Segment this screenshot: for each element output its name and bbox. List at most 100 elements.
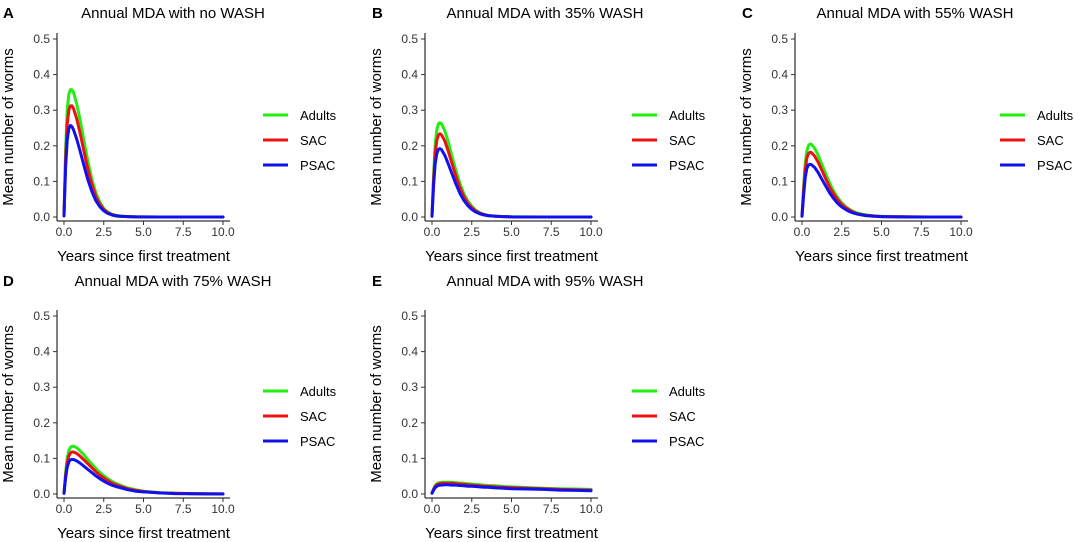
legend-label-psac: PSAC xyxy=(1037,158,1072,173)
y-tick-label: 0.0 xyxy=(33,210,50,224)
x-tick-label: 10.0 xyxy=(579,502,603,516)
panel-label: E xyxy=(372,273,382,290)
y-tick-label: 0.1 xyxy=(33,174,50,188)
y-tick-label: 0.0 xyxy=(771,210,788,224)
x-tick-label: 10.0 xyxy=(211,502,235,516)
panel-label: D xyxy=(3,273,14,290)
y-tick-label: 0.3 xyxy=(401,380,418,394)
panel-label: A xyxy=(3,5,14,22)
x-tick-label: 10.0 xyxy=(579,225,603,239)
y-axis-title: Mean number of worms xyxy=(738,48,755,206)
x-tick-label: 10.0 xyxy=(949,225,973,239)
x-tick-label: 7.5 xyxy=(543,502,560,516)
y-tick-label: 0.4 xyxy=(401,68,418,82)
legend-label-adults: Adults xyxy=(300,108,337,123)
x-tick-label: 5.0 xyxy=(135,502,152,516)
y-tick-label: 0.5 xyxy=(401,309,418,323)
y-tick-label: 0.5 xyxy=(33,309,50,323)
chart-title: Annual MDA with no WASH xyxy=(81,5,265,22)
x-tick-label: 2.5 xyxy=(95,225,112,239)
y-tick-label: 0.2 xyxy=(771,139,788,153)
series-line-psac xyxy=(430,147,593,219)
series-line-psac xyxy=(62,124,225,219)
legend-label-psac: PSAC xyxy=(669,158,704,173)
y-axis-title: Mean number of worms xyxy=(0,325,17,483)
y-tick-label: 0.3 xyxy=(33,103,50,117)
y-tick-label: 0.4 xyxy=(401,345,418,359)
x-tick-label: 5.0 xyxy=(135,225,152,239)
panel-e: E Annual MDA with 95% WASH 0.0 0.1 0.2 0.3 0.4… xyxy=(368,273,706,542)
y-axis-title: Mean number of worms xyxy=(368,48,385,206)
series-line-psac xyxy=(800,162,963,219)
x-tick-label: 5.0 xyxy=(503,502,520,516)
legend-label-psac: PSAC xyxy=(300,158,335,173)
chart-title: Annual MDA with 95% WASH xyxy=(446,273,643,290)
y-tick-label: 0.5 xyxy=(33,32,50,46)
legend-label-psac: PSAC xyxy=(300,434,335,449)
y-axis-title: Mean number of worms xyxy=(368,325,385,483)
x-axis-title: Years since first treatment xyxy=(425,525,599,542)
legend-label-psac: PSAC xyxy=(669,434,704,449)
panel-b: B Annual MDA with 35% WASH 0.0 0.1 0.2 0.3 0.4… xyxy=(368,5,706,265)
x-axis-title: Years since first treatment xyxy=(57,525,231,542)
y-tick-label: 0.3 xyxy=(771,103,788,117)
y-tick-label: 0.4 xyxy=(33,345,50,359)
y-tick-label: 0.0 xyxy=(401,487,418,501)
x-tick-label: 10.0 xyxy=(211,225,235,239)
x-tick-label: 7.5 xyxy=(175,225,192,239)
legend-label-adults: Adults xyxy=(1037,108,1074,123)
x-tick-label: 5.0 xyxy=(873,225,890,239)
x-tick-label: 0.0 xyxy=(56,225,73,239)
legend-label-sac: SAC xyxy=(669,133,696,148)
y-tick-label: 0.3 xyxy=(33,380,50,394)
x-tick-label: 7.5 xyxy=(543,225,560,239)
y-tick-label: 0.1 xyxy=(401,451,418,465)
series-line-psac xyxy=(62,458,225,496)
y-tick-label: 0.1 xyxy=(33,451,50,465)
x-tick-label: 0.0 xyxy=(56,502,73,516)
panel-a: A Annual MDA with no WASH 0.0 0.1 0.2 0.3 0.4 0… xyxy=(0,5,337,265)
x-tick-label: 5.0 xyxy=(503,225,520,239)
y-tick-label: 0.5 xyxy=(771,32,788,46)
panel-d: D Annual MDA with 75% WASH 0.0 0.1 0.2 0.3 0.4… xyxy=(0,273,337,542)
y-tick-label: 0.2 xyxy=(33,139,50,153)
y-tick-label: 0.1 xyxy=(401,174,418,188)
y-tick-label: 0.0 xyxy=(33,487,50,501)
x-tick-label: 7.5 xyxy=(913,225,930,239)
series-line-sac xyxy=(430,132,593,219)
x-tick-label: 0.0 xyxy=(794,225,811,239)
y-tick-label: 0.4 xyxy=(771,68,788,82)
panel-label: B xyxy=(372,5,383,22)
panel-label: C xyxy=(742,5,753,22)
legend-label-adults: Adults xyxy=(300,384,337,399)
chart-title: Annual MDA with 55% WASH xyxy=(816,5,1013,22)
y-tick-label: 0.2 xyxy=(401,416,418,430)
x-tick-label: 2.5 xyxy=(463,502,480,516)
panel-c: C Annual MDA with 55% WASH 0.0 0.1 0.2 0.3 0.4… xyxy=(738,5,1074,265)
x-axis-title: Years since first treatment xyxy=(57,248,231,265)
y-tick-label: 0.0 xyxy=(401,210,418,224)
y-tick-label: 0.5 xyxy=(401,32,418,46)
legend-label-sac: SAC xyxy=(669,409,696,424)
legend-label-sac: SAC xyxy=(300,409,327,424)
legend-label-adults: Adults xyxy=(669,384,706,399)
series-line-adults xyxy=(62,88,225,219)
x-tick-label: 0.0 xyxy=(424,502,441,516)
x-tick-label: 0.0 xyxy=(424,225,441,239)
chart-title: Annual MDA with 35% WASH xyxy=(446,5,643,22)
x-tick-label: 7.5 xyxy=(175,502,192,516)
series-line-psac xyxy=(430,483,593,495)
y-tick-label: 0.1 xyxy=(771,174,788,188)
x-tick-label: 2.5 xyxy=(95,502,112,516)
y-tick-label: 0.4 xyxy=(33,68,50,82)
legend-label-sac: SAC xyxy=(300,133,327,148)
chart-title: Annual MDA with 75% WASH xyxy=(74,273,271,290)
series-line-adults xyxy=(430,121,593,219)
x-tick-label: 2.5 xyxy=(463,225,480,239)
x-axis-title: Years since first treatment xyxy=(425,248,599,265)
x-tick-label: 2.5 xyxy=(833,225,850,239)
legend-label-sac: SAC xyxy=(1037,133,1064,148)
legend-label-adults: Adults xyxy=(669,108,706,123)
y-tick-label: 0.3 xyxy=(401,103,418,117)
